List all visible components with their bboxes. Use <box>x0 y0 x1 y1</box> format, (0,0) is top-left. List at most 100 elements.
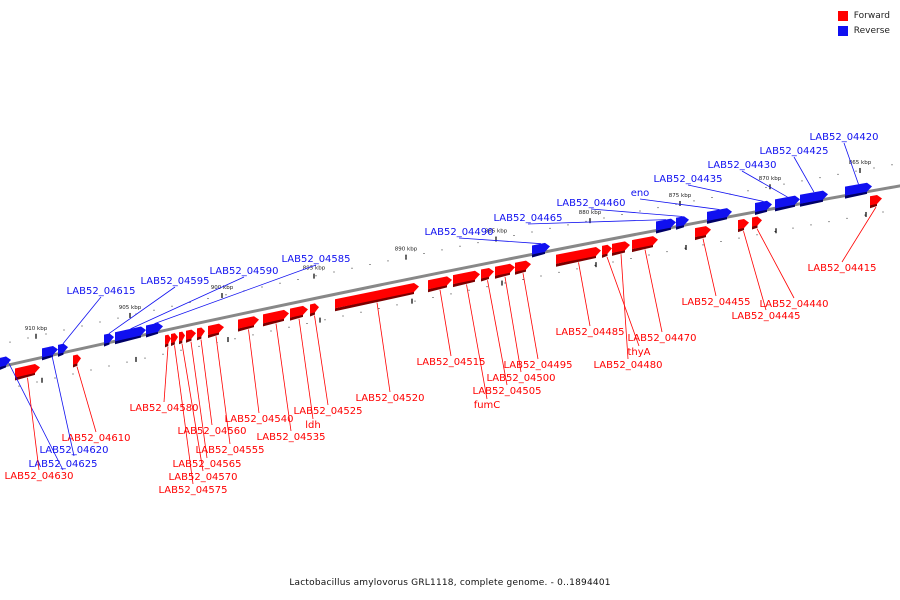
gene-label[interactable]: LAB52_04470 <box>627 333 696 344</box>
gene-label[interactable]: LAB52_04500 <box>486 373 555 384</box>
gene-arrow[interactable] <box>800 190 828 204</box>
gene-leader-line <box>376 302 391 393</box>
gene-arrow[interactable] <box>115 326 146 342</box>
gene-arrow[interactable] <box>481 267 494 279</box>
gene-arrow[interactable] <box>532 242 550 255</box>
gene-arrow[interactable] <box>171 333 178 344</box>
gene-arrow[interactable] <box>186 329 196 340</box>
gene-arrow[interactable] <box>755 200 772 212</box>
tick-label: 890 kbp <box>395 247 418 253</box>
gene-arrow[interactable] <box>515 260 531 272</box>
gene-label[interactable]: LAB52_04460 <box>556 198 625 209</box>
gene-shadow <box>870 203 877 209</box>
gene-arrow[interactable] <box>0 356 11 367</box>
gene-arrow[interactable] <box>775 195 800 209</box>
gene-label[interactable]: LAB52_04625 <box>28 459 97 470</box>
gene-arrow[interactable] <box>612 241 630 253</box>
gene-arrow[interactable] <box>165 334 171 345</box>
gene-arrow[interactable] <box>428 276 452 290</box>
tick-label: 885 kbp <box>485 229 508 235</box>
gene-arrow[interactable] <box>197 327 205 338</box>
genome-caption: Lactobacillus amylovorus GRL1118, comple… <box>289 578 611 588</box>
gene-label[interactable]: LAB52_04420 <box>809 132 878 143</box>
gene-arrow[interactable] <box>845 182 872 196</box>
gene-shadow <box>755 208 767 215</box>
gene-label[interactable]: LAB52_04435 <box>653 174 722 185</box>
gene-label[interactable]: LAB52_04615 <box>66 286 135 297</box>
gene-arrow[interactable] <box>707 208 732 221</box>
gene-arrow[interactable] <box>453 270 480 285</box>
gene-label[interactable]: LAB52_04570 <box>168 472 237 483</box>
gene-arrow[interactable] <box>146 322 163 335</box>
gene-label[interactable]: LAB52_04525 <box>293 406 362 417</box>
gene-label[interactable]: LAB52_04505 <box>472 386 541 397</box>
gene-leader-line <box>130 276 245 330</box>
gene-arrow[interactable] <box>870 194 882 206</box>
gene-arrow[interactable] <box>752 216 762 227</box>
gene-label[interactable]: LAB52_04425 <box>759 146 828 157</box>
gene-label[interactable]: LAB52_04610 <box>61 433 130 444</box>
gene-label[interactable]: LAB52_04440 <box>759 299 828 310</box>
gene-label[interactable]: fumC <box>474 400 501 411</box>
gene-label[interactable]: thyA <box>627 347 650 358</box>
gene-shadow <box>532 250 545 258</box>
gene-label[interactable]: LAB52_04575 <box>158 485 227 496</box>
gene-arrow[interactable] <box>602 244 612 255</box>
legend-reverse: Reverse <box>837 23 890 38</box>
gene-arrow[interactable] <box>58 343 68 354</box>
legend-reverse-label: Reverse <box>853 25 890 36</box>
gene-arrow[interactable] <box>15 363 40 378</box>
gene-label[interactable]: LAB52_04590 <box>209 266 278 277</box>
legend-forward-label: Forward <box>853 10 890 21</box>
gene-arrow[interactable] <box>310 303 319 314</box>
gene-label[interactable]: LAB52_04585 <box>281 254 350 265</box>
gene-arrow[interactable] <box>179 331 185 342</box>
gene-leader-line <box>841 206 877 263</box>
gene-label[interactable]: LAB52_04445 <box>731 311 800 322</box>
gene-arrow[interactable] <box>263 309 289 324</box>
gene-label[interactable]: LAB52_04430 <box>707 160 776 171</box>
gene-label[interactable]: LAB52_04480 <box>593 360 662 371</box>
gene-arrow[interactable] <box>738 219 749 230</box>
gene-label[interactable]: LAB52_04520 <box>355 393 424 404</box>
gene-label[interactable]: LAB52_04485 <box>555 327 624 338</box>
gene-arrow[interactable] <box>208 323 224 336</box>
gene-label[interactable]: eno <box>631 188 650 199</box>
gene-shadow <box>845 190 867 199</box>
gene-label[interactable]: LAB52_04535 <box>256 432 325 443</box>
gene-label[interactable]: LAB52_04565 <box>172 459 241 470</box>
tick-label: 905 kbp <box>119 305 142 311</box>
gene-label[interactable]: LAB52_04620 <box>39 445 108 456</box>
gene-arrow[interactable] <box>676 216 689 227</box>
gene-label[interactable]: ldh <box>305 420 320 431</box>
gene-arrow[interactable] <box>42 345 58 358</box>
gene-label[interactable]: LAB52_04490 <box>424 227 493 238</box>
gene-shadow <box>775 203 795 212</box>
gene-label[interactable]: LAB52_04555 <box>195 445 264 456</box>
gene-label[interactable]: LAB52_04495 <box>503 360 572 371</box>
gene-label[interactable]: LAB52_04630 <box>4 471 73 482</box>
gene-label[interactable]: LAB52_04540 <box>224 414 293 425</box>
gene-shadow <box>707 216 727 224</box>
gene-arrow[interactable] <box>632 236 658 250</box>
gene-arrow[interactable] <box>656 218 676 231</box>
gene-label[interactable]: LAB52_04580 <box>129 403 198 414</box>
gene-shadow <box>800 198 823 207</box>
gene-leader-line <box>108 286 176 334</box>
gene-arrow[interactable] <box>104 333 114 344</box>
gene-label[interactable]: LAB52_04465 <box>493 213 562 224</box>
gene-arrow[interactable] <box>335 283 419 309</box>
gene-label[interactable]: LAB52_04595 <box>140 276 209 287</box>
gene-arrow[interactable] <box>290 305 308 318</box>
gene-arrow[interactable] <box>238 316 259 329</box>
gene-arrow[interactable] <box>73 354 81 365</box>
gene-label[interactable]: LAB52_04455 <box>681 297 750 308</box>
gene-label[interactable]: LAB52_04560 <box>177 426 246 437</box>
gene-label[interactable]: LAB52_04415 <box>807 263 876 274</box>
gene-label[interactable]: LAB52_04515 <box>416 357 485 368</box>
gene-arrow[interactable] <box>556 246 601 264</box>
gene-arrow[interactable] <box>695 226 711 238</box>
gene-leader-line <box>702 238 717 297</box>
gene-arrow[interactable] <box>495 263 515 276</box>
tick-label: 865 kbp <box>849 160 872 166</box>
